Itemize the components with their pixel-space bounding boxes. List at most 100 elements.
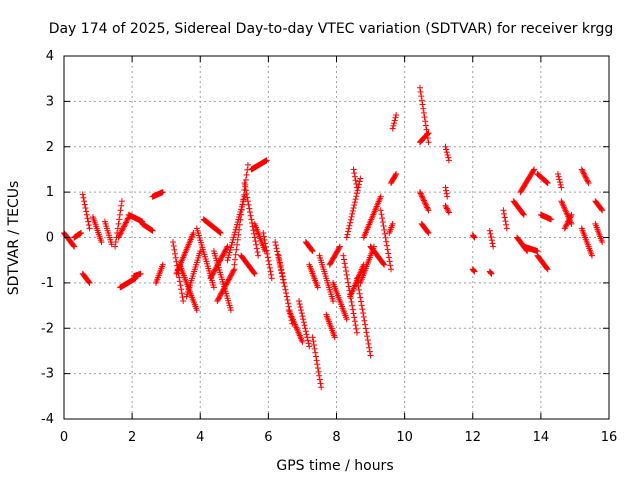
data-point (554, 170, 561, 177)
data-point (340, 252, 347, 259)
data-point (208, 272, 215, 279)
data-point (118, 229, 125, 236)
data-point (445, 208, 452, 215)
data-point (217, 292, 224, 299)
data-point (209, 271, 216, 278)
data-point (445, 157, 452, 164)
data-point (564, 219, 571, 226)
data-point (281, 279, 288, 286)
data-point (279, 269, 285, 276)
data-point (276, 259, 283, 266)
data-point (567, 213, 574, 220)
data-point (123, 218, 130, 225)
y-tick-label: 3 (46, 94, 54, 109)
data-point (391, 117, 398, 124)
data-point (392, 114, 399, 121)
data-point (346, 222, 353, 229)
data-point (244, 161, 251, 168)
data-point (424, 205, 431, 212)
data-point (310, 338, 317, 345)
data-point (425, 207, 432, 214)
data-point (112, 243, 119, 250)
data-point (353, 184, 360, 191)
data-point (355, 283, 362, 290)
data-point (444, 206, 451, 213)
data-point (251, 270, 258, 277)
data-point (124, 216, 131, 223)
data-point (255, 252, 262, 259)
data-point (424, 229, 431, 236)
y-tick-label: 4 (46, 49, 54, 64)
data-point (343, 316, 350, 323)
data-point (254, 249, 261, 256)
data-point (341, 260, 348, 267)
data-point (231, 256, 238, 263)
data-point (443, 187, 450, 194)
data-point (381, 230, 388, 237)
data-point (225, 277, 232, 284)
data-point (170, 239, 176, 246)
data-point (381, 261, 388, 268)
data-point (118, 198, 125, 205)
x-tick-label: 8 (332, 430, 340, 445)
data-point (247, 212, 254, 219)
data-point (298, 307, 305, 314)
x-axis-label: GPS time / hours (276, 458, 393, 474)
data-point (98, 239, 105, 246)
data-point (488, 270, 495, 277)
data-point (222, 282, 229, 289)
data-point (208, 274, 215, 281)
data-point (548, 216, 555, 223)
data-point (420, 196, 427, 203)
y-axis-label: SDTVAR / TECUs (6, 181, 22, 296)
data-point (224, 243, 231, 250)
data-point (357, 175, 364, 182)
data-point (579, 167, 586, 174)
data-point (249, 219, 256, 226)
data-point (216, 294, 223, 301)
data-point (565, 217, 572, 224)
data-point (284, 296, 291, 303)
data-point (378, 211, 385, 218)
data-point (273, 245, 280, 252)
data-point (387, 262, 394, 269)
data-point (490, 243, 497, 250)
data-point (318, 384, 325, 391)
data-point (423, 203, 430, 210)
data-point (220, 251, 227, 258)
data-point (309, 334, 316, 341)
data-point (121, 222, 128, 229)
data-point (70, 242, 77, 249)
data-point (393, 111, 400, 118)
data-point (302, 325, 309, 332)
data-point (366, 348, 373, 355)
data-point (246, 205, 253, 212)
x-tick-label: 16 (601, 430, 618, 445)
data-point (233, 246, 240, 253)
data-point (120, 224, 127, 231)
data-point (443, 146, 450, 153)
data-point (279, 273, 286, 280)
data-point (351, 173, 358, 180)
data-point (122, 219, 129, 226)
data-point (360, 310, 367, 317)
data-point (193, 307, 200, 314)
data-point (388, 266, 394, 273)
data-point (231, 261, 238, 268)
data-point (225, 252, 232, 259)
data-point (240, 196, 247, 203)
data-point (563, 222, 570, 229)
data-point (380, 260, 387, 267)
data-point (230, 267, 237, 274)
data-point (263, 157, 270, 164)
data-point (543, 178, 550, 185)
data-point (349, 302, 356, 309)
data-point (244, 198, 251, 205)
data-point (347, 219, 354, 226)
data-point (442, 184, 449, 191)
data-point (470, 232, 477, 239)
x-tick-labels: 0 2 4 6 8 10 12 14 16 (60, 430, 617, 445)
data-point (268, 275, 275, 282)
data-point (221, 285, 228, 292)
data-point (599, 239, 606, 246)
